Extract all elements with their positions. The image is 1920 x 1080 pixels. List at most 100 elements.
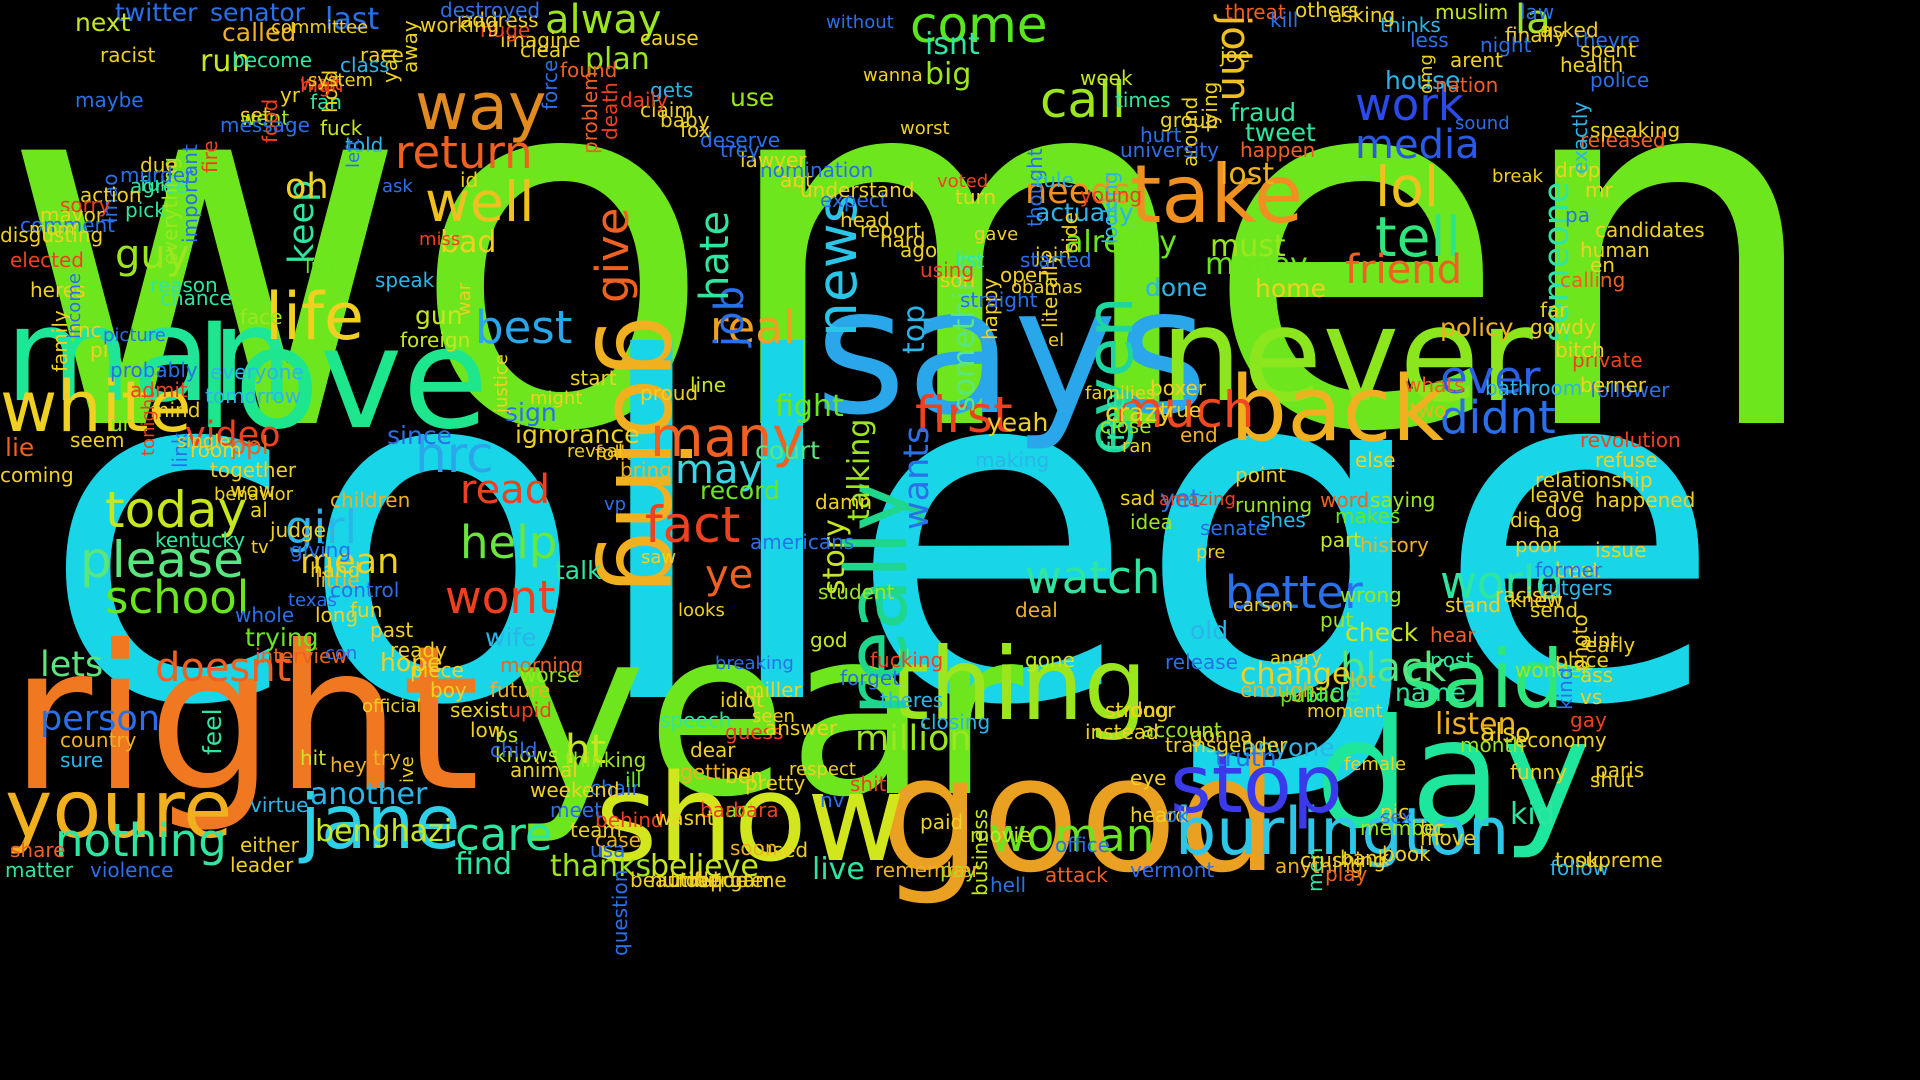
word-right: right bbox=[10, 603, 480, 836]
word-everyone: everyone bbox=[210, 360, 304, 384]
word-murder: murder bbox=[120, 163, 194, 187]
word-found: found bbox=[560, 58, 618, 82]
word-give: give bbox=[586, 207, 639, 303]
word-talk: talk bbox=[555, 556, 602, 585]
word-video: video bbox=[185, 415, 281, 455]
word-lost: lost bbox=[1220, 157, 1275, 192]
word-court: court bbox=[755, 436, 820, 465]
word-work: work bbox=[1355, 78, 1464, 131]
word-ran: ran bbox=[1122, 436, 1152, 457]
word-attack: attack bbox=[1045, 863, 1108, 887]
word-please: please bbox=[80, 531, 244, 589]
word-health: health bbox=[1560, 53, 1624, 77]
word-hand: hand bbox=[310, 558, 361, 582]
word-weekend: weekend bbox=[530, 778, 620, 802]
word-fight: fight bbox=[775, 389, 844, 424]
word-justice: justice bbox=[491, 353, 512, 413]
word-eye: eye bbox=[1130, 766, 1167, 790]
word-wife: wife bbox=[485, 623, 537, 652]
word-fun: fun bbox=[350, 598, 383, 622]
word-pay: pay bbox=[940, 858, 977, 882]
word-help: help bbox=[460, 516, 558, 569]
word-angry: angry bbox=[1270, 648, 1322, 669]
word-lot: lot bbox=[1350, 668, 1376, 692]
word-high: high bbox=[300, 73, 344, 97]
word-tonight: tonight bbox=[138, 391, 159, 456]
word-breaking: breaking bbox=[715, 653, 794, 674]
word-put: put bbox=[1320, 608, 1354, 632]
word-hit: hit bbox=[300, 746, 327, 770]
word-feel: feel bbox=[198, 708, 227, 755]
word-call: call bbox=[1040, 71, 1126, 129]
word-theyre: theyre bbox=[1575, 28, 1640, 52]
word-making: making bbox=[975, 448, 1050, 472]
word-burlington: burlington bbox=[1175, 795, 1510, 870]
word-isnt: isnt bbox=[925, 27, 980, 62]
word-gonna: gonna bbox=[1190, 723, 1253, 747]
word-ignorance: ignorance bbox=[515, 420, 640, 449]
word-member: member bbox=[1360, 816, 1445, 840]
word-knew: knew bbox=[1510, 588, 1563, 612]
word-remember: remember bbox=[875, 858, 980, 882]
word-supreme: supreme bbox=[1575, 848, 1663, 872]
word-texas: texas bbox=[288, 590, 337, 611]
word-senator: senator bbox=[210, 0, 305, 27]
word-business: business bbox=[968, 808, 992, 896]
word-heres: heres bbox=[30, 278, 86, 302]
word-probably: probably bbox=[110, 358, 198, 382]
word-listen: listen bbox=[1435, 707, 1517, 742]
word-deserve: deserve bbox=[700, 128, 781, 152]
word-policy: policy bbox=[1440, 313, 1514, 342]
word-nv: nv bbox=[820, 788, 845, 812]
word-soon: soon bbox=[730, 836, 778, 860]
word-love: love bbox=[195, 298, 489, 461]
word-disgusting: disgusting bbox=[0, 223, 104, 247]
word-asking: asking bbox=[1330, 3, 1396, 27]
word-message: message bbox=[220, 113, 310, 137]
word-ppl: ppl bbox=[230, 431, 269, 460]
word-hell: hell bbox=[990, 873, 1027, 897]
word-que: que bbox=[710, 868, 748, 892]
word-true: true bbox=[1160, 398, 1202, 422]
word-set: set bbox=[240, 103, 271, 127]
word-stupid: stupid bbox=[490, 698, 552, 722]
word-saw: saw bbox=[641, 547, 677, 568]
word-bitch: bitch bbox=[1555, 338, 1605, 362]
word-pre: pre bbox=[1196, 542, 1226, 563]
word-way: way bbox=[415, 70, 547, 145]
word-meet: meet bbox=[550, 798, 602, 822]
word-reason: reason bbox=[150, 273, 218, 297]
word-interview: interview bbox=[255, 644, 348, 668]
word-virtue: virtue bbox=[250, 793, 309, 817]
word-pl: pl bbox=[90, 338, 109, 362]
word-die: die bbox=[1510, 508, 1541, 532]
word-low: low bbox=[470, 718, 505, 742]
word-share: share bbox=[10, 838, 66, 862]
word-ur: ur bbox=[110, 412, 131, 436]
word-said: said bbox=[1400, 633, 1564, 726]
word-relationship: relationship bbox=[1535, 468, 1653, 492]
word-hard: hard bbox=[880, 228, 926, 252]
word-guess: guess bbox=[725, 720, 784, 744]
word-rutgers: rutgers bbox=[1540, 576, 1613, 600]
word-two: two bbox=[1410, 398, 1447, 422]
word-animal: animal bbox=[510, 758, 578, 782]
word-idiot: idiot bbox=[720, 688, 764, 712]
word-bad: bad bbox=[440, 225, 497, 260]
word-list: list bbox=[955, 248, 985, 272]
word-went: went bbox=[240, 106, 290, 130]
word-law: law bbox=[1520, 0, 1555, 24]
word-close: close bbox=[1100, 414, 1152, 438]
word-last: last bbox=[325, 2, 380, 37]
word-child: child bbox=[490, 738, 538, 762]
word-needs: needs bbox=[1025, 172, 1131, 212]
word-school: school bbox=[105, 571, 250, 624]
word-asked: asked bbox=[1540, 18, 1599, 42]
word-daily: daily bbox=[620, 88, 668, 112]
word-vp: vp bbox=[604, 494, 627, 515]
word-week: week bbox=[1080, 66, 1133, 90]
word-yet: yet bbox=[1160, 484, 1200, 513]
word-sign: sign bbox=[505, 398, 557, 427]
word-side: side bbox=[1058, 212, 1082, 253]
word-picture: picture bbox=[103, 325, 166, 346]
